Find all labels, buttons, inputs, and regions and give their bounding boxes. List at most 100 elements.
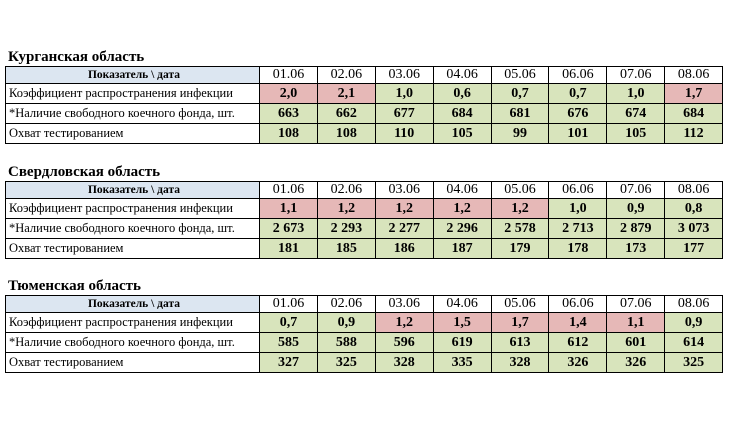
value-cell: 173 [606, 238, 666, 259]
value-cell: 177 [664, 238, 723, 259]
value-cell: 2 578 [490, 218, 550, 239]
date-cell: 05.06 [490, 181, 550, 199]
value-cell: 1,4 [548, 312, 608, 333]
data-row: Коэффициент распространения инфекции 2,0 2… [5, 83, 723, 104]
value-cell: 676 [548, 103, 608, 124]
date-cell: 06.06 [548, 66, 608, 84]
row-label: *Наличие свободного коечного фонда, шт. [5, 218, 260, 239]
header-row: Показатель \ дата 01.06 02.06 03.06 04.06 05.… [5, 181, 723, 199]
data-table: Показатель \ дата 01.06 02.06 03.06 04.06 05.… [5, 181, 723, 259]
value-cell: 328 [490, 352, 550, 373]
date-cell: 01.06 [259, 181, 318, 199]
date-cell: 06.06 [548, 295, 608, 313]
value-cell: 99 [490, 123, 550, 144]
value-cell: 186 [374, 238, 434, 259]
date-cell: 02.06 [316, 181, 376, 199]
value-cell: 0,9 [316, 312, 376, 333]
value-cell: 101 [548, 123, 608, 144]
value-cell: 327 [259, 352, 318, 373]
value-cell: 328 [374, 352, 434, 373]
value-cell: 3 073 [664, 218, 723, 239]
date-cell: 08.06 [664, 181, 723, 199]
value-cell: 326 [606, 352, 666, 373]
value-cell: 601 [606, 332, 666, 353]
value-cell: 1,2 [490, 198, 550, 219]
value-cell: 105 [606, 123, 666, 144]
value-cell: 614 [664, 332, 723, 353]
date-cell: 02.06 [316, 295, 376, 313]
value-cell: 585 [259, 332, 318, 353]
data-row: Коэффициент распространения инфекции 1,1 1… [5, 198, 723, 219]
data-row: Охват тестированием 327 325 328 335 328 326 326… [5, 352, 723, 373]
date-cell: 03.06 [374, 66, 434, 84]
region-section: Свердловская область Показатель \ дата 01.… [5, 163, 723, 259]
value-cell: 0,9 [606, 198, 666, 219]
value-cell: 1,2 [374, 312, 434, 333]
date-cell: 05.06 [490, 66, 550, 84]
value-cell: 1,2 [432, 198, 492, 219]
value-cell: 0,7 [259, 312, 318, 333]
value-cell: 2,0 [259, 83, 318, 104]
header-cell: Показатель \ дата [5, 66, 260, 84]
value-cell: 110 [374, 123, 434, 144]
data-row: Охват тестированием 181 185 186 187 179 178 173… [5, 238, 723, 259]
value-cell: 179 [490, 238, 550, 259]
value-cell: 588 [316, 332, 376, 353]
header-row: Показатель \ дата 01.06 02.06 03.06 04.06 05.… [5, 66, 723, 84]
row-label: *Наличие свободного коечного фонда, шт. [5, 103, 260, 124]
region-section: Курганская область Показатель \ дата 01.06… [5, 48, 723, 144]
value-cell: 1,1 [606, 312, 666, 333]
value-cell: 2 277 [374, 218, 434, 239]
value-cell: 105 [432, 123, 492, 144]
value-cell: 662 [316, 103, 376, 124]
value-cell: 0,9 [664, 312, 723, 333]
row-label: Охват тестированием [5, 238, 260, 259]
date-cell: 03.06 [374, 181, 434, 199]
header-row: Показатель \ дата 01.06 02.06 03.06 04.06 05.… [5, 295, 723, 313]
value-cell: 2 879 [606, 218, 666, 239]
data-table: Показатель \ дата 01.06 02.06 03.06 04.06 05.… [5, 295, 723, 373]
value-cell: 112 [664, 123, 723, 144]
value-cell: 663 [259, 103, 318, 124]
value-cell: 1,0 [374, 83, 434, 104]
value-cell: 0,7 [490, 83, 550, 104]
value-cell: 187 [432, 238, 492, 259]
date-cell: 04.06 [432, 66, 492, 84]
value-cell: 1,5 [432, 312, 492, 333]
value-cell: 677 [374, 103, 434, 124]
value-cell: 2 296 [432, 218, 492, 239]
value-cell: 684 [432, 103, 492, 124]
value-cell: 2 293 [316, 218, 376, 239]
value-cell: 1,7 [490, 312, 550, 333]
region-title: Тюменская область [8, 278, 141, 294]
date-cell: 03.06 [374, 295, 434, 313]
value-cell: 0,6 [432, 83, 492, 104]
value-cell: 178 [548, 238, 608, 259]
value-cell: 108 [259, 123, 318, 144]
value-cell: 1,2 [316, 198, 376, 219]
data-row: *Наличие свободного коечного фонда, шт. 6… [5, 103, 723, 124]
value-cell: 0,7 [548, 83, 608, 104]
date-cell: 04.06 [432, 181, 492, 199]
value-cell: 596 [374, 332, 434, 353]
value-cell: 684 [664, 103, 723, 124]
row-label: Коэффициент распространения инфекции [5, 312, 260, 333]
date-cell: 01.06 [259, 295, 318, 313]
value-cell: 185 [316, 238, 376, 259]
date-cell: 07.06 [606, 66, 666, 84]
value-cell: 325 [664, 352, 723, 373]
value-cell: 619 [432, 332, 492, 353]
value-cell: 2,1 [316, 83, 376, 104]
row-label: Охват тестированием [5, 123, 260, 144]
date-cell: 07.06 [606, 295, 666, 313]
row-label: Коэффициент распространения инфекции [5, 198, 260, 219]
date-cell: 08.06 [664, 295, 723, 313]
value-cell: 1,1 [259, 198, 318, 219]
row-label: Охват тестированием [5, 352, 260, 373]
value-cell: 1,2 [374, 198, 434, 219]
value-cell: 181 [259, 238, 318, 259]
value-cell: 674 [606, 103, 666, 124]
region-title: Свердловская область [8, 164, 161, 180]
value-cell: 681 [490, 103, 550, 124]
